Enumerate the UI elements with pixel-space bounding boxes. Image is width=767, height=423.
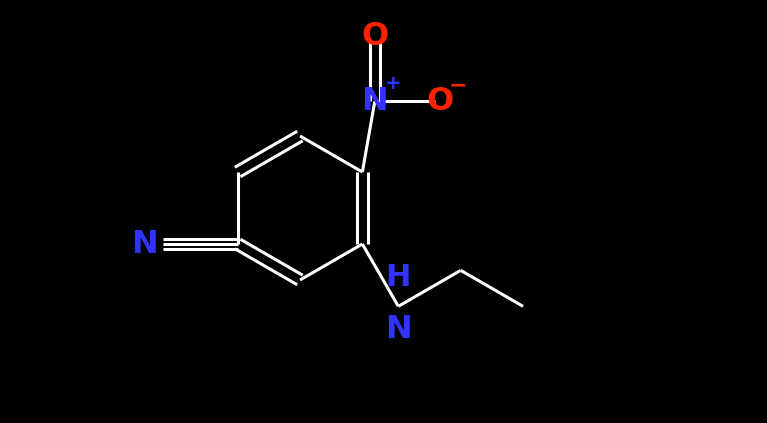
Text: O: O [361, 21, 388, 52]
Text: N: N [385, 314, 412, 345]
Text: H: H [386, 264, 411, 292]
Text: −: − [449, 75, 467, 95]
Text: N: N [131, 228, 158, 259]
Text: O: O [426, 85, 453, 117]
Text: N: N [361, 85, 388, 117]
Text: +: + [384, 74, 401, 93]
